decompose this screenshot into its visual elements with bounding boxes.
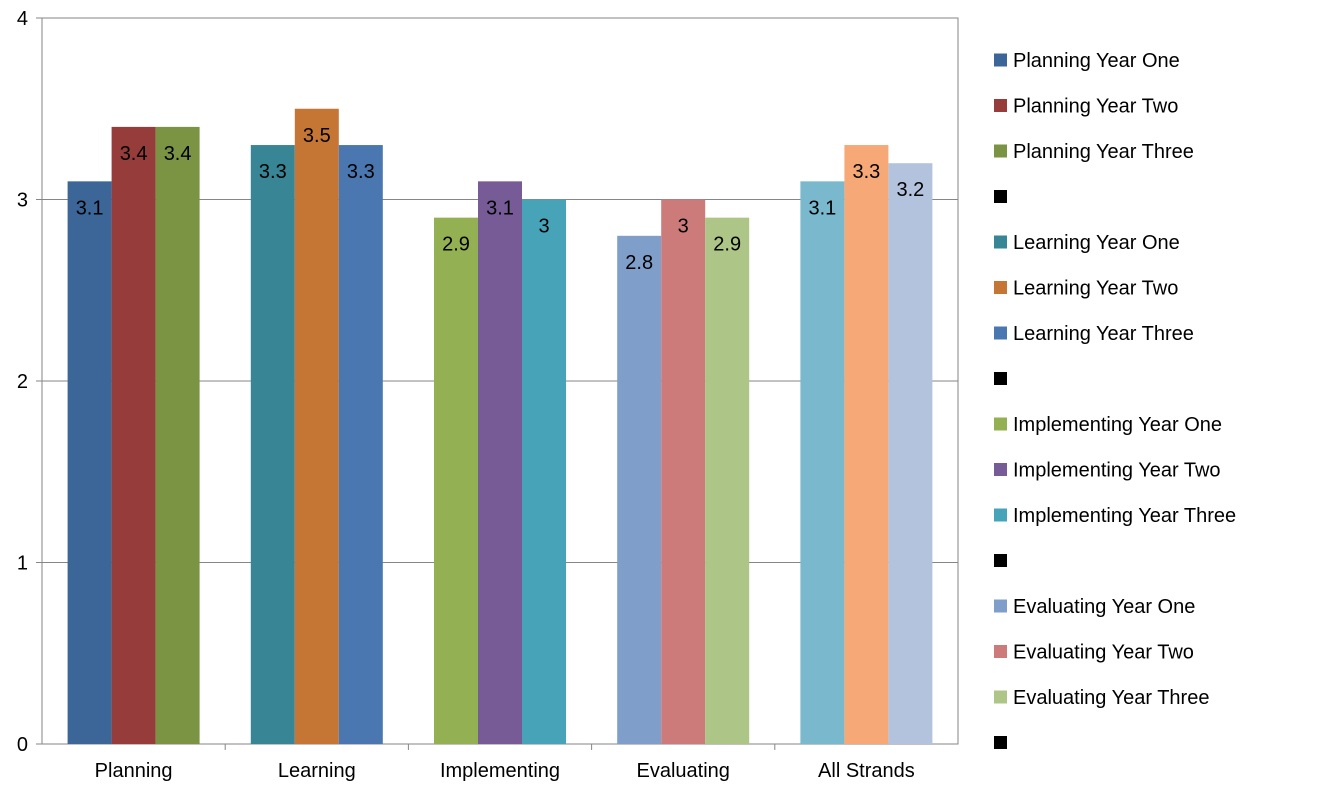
y-tick-label: 1 <box>17 553 28 575</box>
legend-label: Planning Year Two <box>1013 96 1178 118</box>
category-label: Evaluating <box>636 760 729 782</box>
data-label: 3.5 <box>303 125 331 147</box>
legend-label: Learning Year One <box>1013 232 1180 254</box>
y-tick-label: 3 <box>17 190 28 212</box>
data-label: 3 <box>678 216 689 238</box>
legend-swatch <box>994 736 1007 749</box>
data-label: 3.4 <box>164 143 192 165</box>
y-tick-label: 4 <box>17 8 28 30</box>
legend-label: Implementing Year One <box>1013 414 1222 436</box>
data-label: 2.9 <box>442 234 470 256</box>
bar <box>478 181 522 745</box>
legend-label: Learning Year Three <box>1013 323 1194 345</box>
legend-label: Implementing Year Three <box>1013 505 1236 527</box>
legend-swatch <box>994 690 1007 704</box>
y-tick-label: 2 <box>17 371 28 393</box>
data-label: 3.4 <box>120 143 148 165</box>
data-label: 3.1 <box>486 197 514 219</box>
legend-swatch <box>994 53 1007 67</box>
data-label: 3.3 <box>852 161 880 183</box>
data-label: 3.3 <box>259 161 287 183</box>
legend-swatch <box>994 599 1007 613</box>
bar <box>617 235 662 745</box>
bar <box>67 181 112 745</box>
data-label: 3.1 <box>76 197 104 219</box>
legend-swatch <box>994 417 1007 431</box>
bar <box>434 217 478 744</box>
legend-label: Planning Year Three <box>1013 141 1194 163</box>
legend-swatch <box>994 235 1007 249</box>
legend-swatch <box>994 508 1007 522</box>
data-label: 3.3 <box>347 161 375 183</box>
data-label: 3 <box>538 216 549 238</box>
legend-swatch <box>994 463 1007 476</box>
category-label: Implementing <box>440 760 560 782</box>
category-label: Learning <box>278 760 356 782</box>
legend-swatch <box>994 372 1007 385</box>
legend-label: Evaluating Year One <box>1013 596 1195 618</box>
legend-label: Implementing Year Two <box>1013 460 1221 482</box>
category-label: All Strands <box>818 760 915 782</box>
legend-swatch <box>994 190 1007 203</box>
bar <box>800 181 845 745</box>
bar <box>888 163 933 744</box>
bar <box>250 145 295 745</box>
legend-label: Planning Year One <box>1013 50 1180 72</box>
bar <box>155 126 200 744</box>
legend-label: Evaluating Year Two <box>1013 642 1194 664</box>
legend-swatch <box>994 281 1007 294</box>
bar <box>294 108 339 744</box>
bar <box>338 145 383 745</box>
bar <box>522 199 566 744</box>
legend-swatch <box>994 645 1007 658</box>
bar <box>111 126 156 744</box>
legend-swatch <box>994 326 1007 340</box>
category-label: Planning <box>95 760 173 782</box>
bar <box>661 199 706 744</box>
data-label: 3.2 <box>896 179 924 201</box>
legend-swatch <box>994 554 1007 567</box>
legend-swatch <box>994 144 1007 158</box>
data-label: 2.8 <box>625 252 653 274</box>
y-tick-label: 0 <box>17 734 28 756</box>
legend-label: Learning Year Two <box>1013 278 1178 300</box>
data-label: 2.9 <box>713 234 741 256</box>
data-label: 3.1 <box>808 197 836 219</box>
bar <box>705 217 750 744</box>
legend-label: Evaluating Year Three <box>1013 687 1209 709</box>
legend-swatch <box>994 99 1007 112</box>
bar <box>844 145 889 745</box>
